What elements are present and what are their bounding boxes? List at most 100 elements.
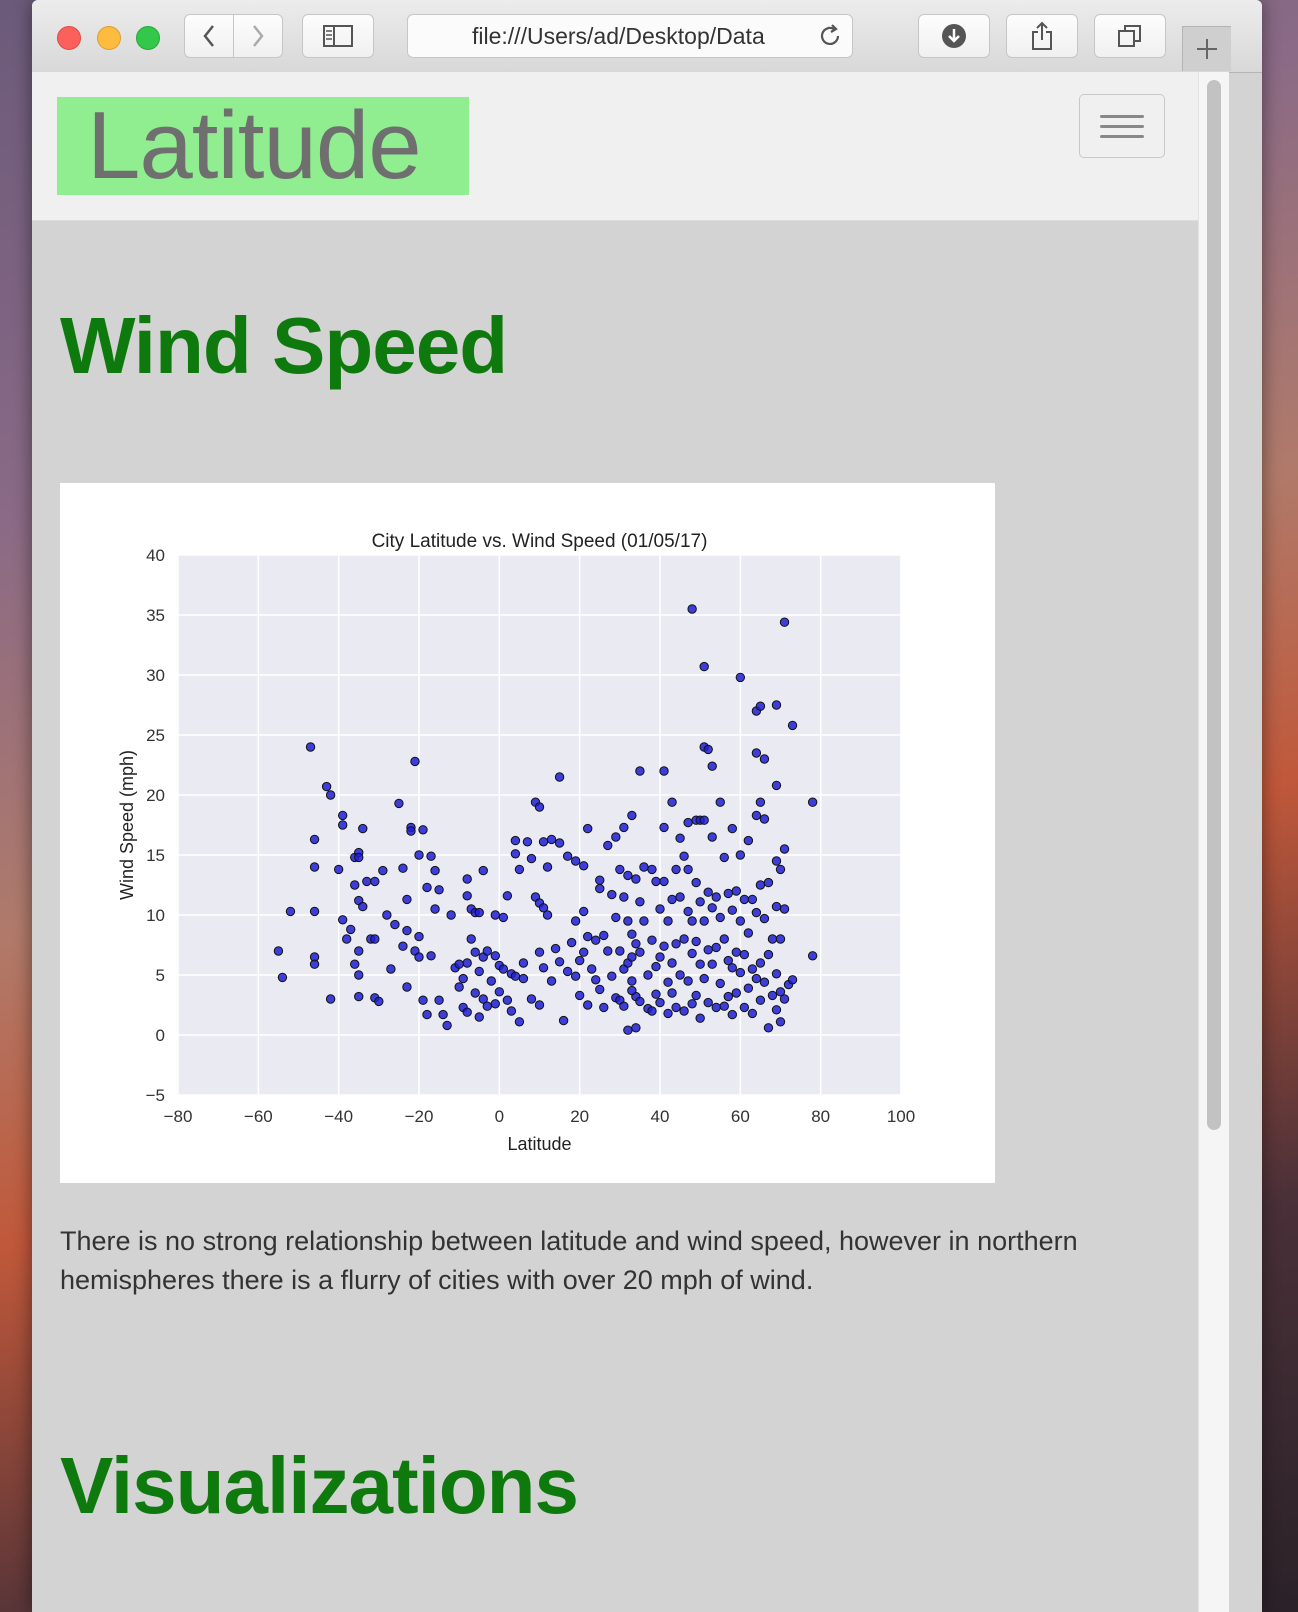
x-tick-label: 20 xyxy=(570,1107,589,1126)
data-point xyxy=(502,995,513,1005)
share-icon xyxy=(1032,21,1052,50)
data-point xyxy=(482,1001,492,1011)
reload-icon[interactable] xyxy=(818,24,842,48)
data-point xyxy=(623,870,633,881)
data-point xyxy=(719,852,729,863)
zoom-window-button[interactable] xyxy=(136,26,160,50)
data-point xyxy=(671,1002,681,1013)
data-point xyxy=(350,959,360,969)
data-point xyxy=(599,930,609,941)
x-axis-label: Latitude xyxy=(507,1134,571,1154)
data-point xyxy=(715,912,725,923)
data-point xyxy=(627,952,637,962)
data-point xyxy=(775,1017,786,1027)
data-point xyxy=(755,995,766,1005)
data-point xyxy=(438,1009,448,1020)
chart-title: City Latitude vs. Wind Speed (01/05/17) xyxy=(372,531,708,552)
data-point xyxy=(739,894,750,905)
data-point xyxy=(627,810,637,821)
data-point xyxy=(587,964,597,974)
data-point xyxy=(603,946,613,956)
back-button[interactable] xyxy=(184,14,234,58)
data-point xyxy=(394,798,404,809)
data-point xyxy=(406,826,416,836)
data-point xyxy=(787,975,798,985)
new-tab-button[interactable] xyxy=(1182,26,1231,71)
navbar-brand[interactable]: Latitude xyxy=(57,97,469,195)
data-point xyxy=(687,604,697,614)
y-tick-label: 15 xyxy=(146,846,165,865)
plot-area xyxy=(178,555,901,1095)
navigation-buttons xyxy=(184,14,284,58)
address-bar[interactable]: file:///Users/ad/Desktop/Data xyxy=(407,14,853,58)
data-point xyxy=(386,964,396,974)
navbar-toggle-button[interactable] xyxy=(1079,94,1165,158)
data-point xyxy=(583,931,593,942)
download-icon xyxy=(942,24,966,48)
data-point xyxy=(498,964,509,974)
data-point xyxy=(370,934,380,944)
data-point xyxy=(346,924,356,935)
sidebar-toggle-button[interactable] xyxy=(302,14,374,58)
data-point xyxy=(699,815,709,825)
data-point xyxy=(414,952,424,962)
data-point xyxy=(755,880,766,890)
x-tick-label: −20 xyxy=(405,1107,434,1126)
data-point xyxy=(426,851,436,861)
data-point xyxy=(671,864,681,875)
data-point xyxy=(763,877,774,888)
data-point xyxy=(607,971,617,981)
data-point xyxy=(759,913,770,924)
data-point xyxy=(510,971,521,981)
data-point xyxy=(743,928,754,938)
data-point xyxy=(562,966,573,977)
data-point xyxy=(731,947,742,957)
data-point xyxy=(771,969,782,979)
section-description: There is no strong relationship between … xyxy=(60,1226,1078,1295)
data-point xyxy=(518,958,529,968)
data-point xyxy=(398,941,408,951)
data-point xyxy=(695,959,705,969)
data-point xyxy=(595,883,605,894)
data-point xyxy=(675,970,685,980)
minimize-window-button[interactable] xyxy=(97,26,121,50)
data-point xyxy=(534,947,545,957)
x-tick-label: 100 xyxy=(887,1107,915,1126)
data-point xyxy=(466,934,476,944)
data-point xyxy=(430,865,440,876)
data-point xyxy=(325,994,336,1004)
downloads-button[interactable] xyxy=(918,14,990,58)
data-point xyxy=(679,934,689,944)
data-point xyxy=(687,948,697,959)
y-tick-label: 10 xyxy=(146,906,165,925)
forward-button[interactable] xyxy=(233,14,283,58)
data-point xyxy=(735,967,746,978)
data-point xyxy=(490,999,501,1009)
data-point xyxy=(422,1009,432,1020)
data-point xyxy=(771,856,782,866)
data-point xyxy=(578,906,589,917)
data-point xyxy=(574,955,585,966)
data-point xyxy=(747,1008,758,1019)
show-tabs-button[interactable] xyxy=(1094,14,1166,58)
data-point xyxy=(659,941,669,951)
data-point xyxy=(526,853,537,864)
y-tick-label: 0 xyxy=(156,1026,165,1045)
close-window-button[interactable] xyxy=(57,26,81,50)
data-point xyxy=(751,748,762,758)
data-point xyxy=(683,817,693,828)
data-point xyxy=(615,946,625,956)
data-point xyxy=(514,864,525,875)
data-point xyxy=(454,982,464,992)
data-point xyxy=(342,934,352,944)
vertical-scrollbar[interactable] xyxy=(1198,72,1229,1612)
data-point xyxy=(354,970,364,980)
data-point xyxy=(494,987,505,997)
data-point xyxy=(426,951,436,961)
data-point xyxy=(807,797,818,807)
scrollbar-thumb[interactable] xyxy=(1207,80,1221,1130)
data-point xyxy=(402,894,412,905)
data-point xyxy=(663,1008,673,1019)
data-point xyxy=(510,849,521,859)
share-button[interactable] xyxy=(1006,14,1078,58)
